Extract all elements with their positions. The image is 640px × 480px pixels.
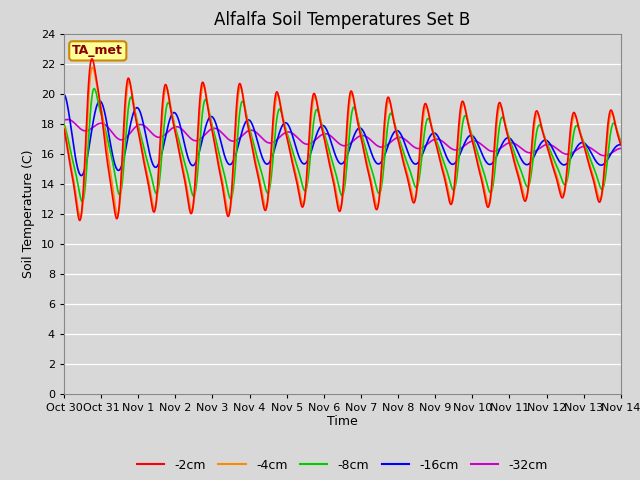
X-axis label: Time: Time — [327, 415, 358, 429]
Legend: -2cm, -4cm, -8cm, -16cm, -32cm: -2cm, -4cm, -8cm, -16cm, -32cm — [132, 454, 553, 477]
Text: TA_met: TA_met — [72, 44, 124, 58]
Title: Alfalfa Soil Temperatures Set B: Alfalfa Soil Temperatures Set B — [214, 11, 470, 29]
Y-axis label: Soil Temperature (C): Soil Temperature (C) — [22, 149, 35, 278]
